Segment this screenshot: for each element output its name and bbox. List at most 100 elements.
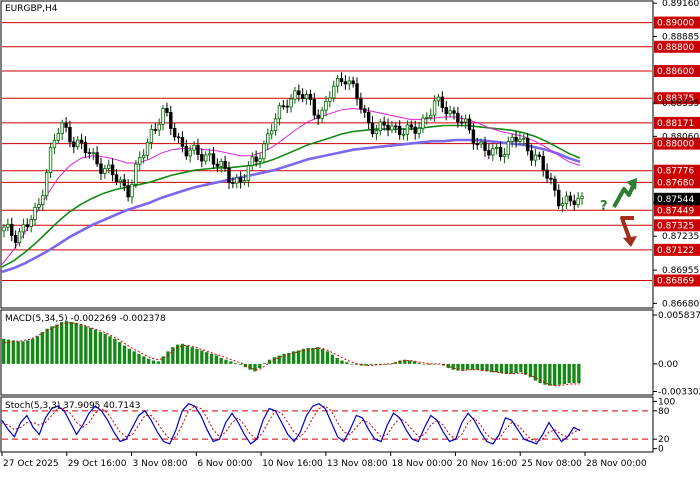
macd-bar: [234, 363, 238, 364]
candle-body: [304, 94, 309, 99]
macd-bar: [374, 363, 378, 365]
macd-bar: [427, 363, 431, 365]
candle-body: [522, 137, 526, 140]
macd-bar: [214, 355, 218, 364]
candle-body: [266, 133, 270, 145]
macd-bar: [311, 347, 315, 364]
candle-body: [498, 146, 503, 158]
candle-body: [460, 121, 464, 124]
candle-body: [440, 96, 445, 108]
candle-body: [180, 136, 185, 147]
macd-bar: [383, 363, 388, 365]
candle-body: [308, 94, 313, 100]
candle-body: [413, 126, 417, 134]
candle-body: [68, 126, 72, 143]
candle-body: [370, 122, 375, 135]
level-label: 0.88000: [657, 140, 694, 150]
candle-body: [204, 154, 208, 162]
candle-body: [502, 154, 507, 158]
macd-bar: [229, 361, 233, 364]
candle-body: [17, 231, 22, 243]
candle-body: [258, 158, 262, 162]
macd-bar: [224, 359, 228, 364]
macd-bar: [185, 345, 189, 364]
candle-body: [169, 112, 173, 129]
macd-bar: [316, 347, 320, 364]
candle-body: [107, 164, 111, 169]
stoch-signal-line: [1, 405, 581, 443]
macd-bar: [219, 358, 223, 364]
candle-body: [285, 105, 289, 108]
macd-bar: [147, 358, 151, 364]
macd-bar: [263, 363, 267, 364]
macd-bar: [524, 363, 528, 375]
candle-body: [103, 168, 107, 174]
macd-bar: [248, 363, 252, 370]
candle-body: [514, 136, 518, 142]
macd-bar: [292, 351, 296, 364]
level-label-box: [654, 116, 700, 129]
level-label: 0.87325: [657, 221, 694, 231]
candle-body: [273, 118, 278, 132]
candle-body: [277, 105, 282, 120]
candle-body: [494, 146, 499, 149]
candle-body: [300, 94, 305, 99]
candle-body: [176, 136, 181, 139]
macd-bar: [31, 338, 35, 364]
candle-body: [25, 224, 29, 227]
candle-body: [126, 185, 130, 198]
macd-bar: [350, 363, 354, 365]
macd-bar: [277, 355, 281, 364]
candle-body: [141, 155, 146, 159]
candle-body: [227, 167, 231, 183]
price-chart-title: EURGBP,H4: [5, 4, 58, 14]
candle-body: [110, 164, 115, 176]
candle-body: [332, 85, 336, 99]
candle-body: [293, 90, 297, 100]
macd-bar: [137, 353, 141, 364]
macd-bar: [142, 356, 146, 364]
candle-body: [479, 141, 483, 145]
level-label: 0.87449: [657, 206, 694, 216]
arrow-up-head-icon: [626, 178, 637, 190]
macd-bar: [480, 363, 484, 371]
candle-body: [56, 133, 61, 141]
macd-bar: [408, 360, 412, 364]
level-label: 0.87776: [657, 167, 694, 177]
candle-body: [405, 124, 410, 135]
level-label-box: [654, 243, 700, 256]
candle-body: [10, 223, 14, 236]
candle-body: [533, 154, 538, 161]
candle-body: [262, 143, 266, 160]
candle-body: [196, 144, 200, 155]
macd-bar: [50, 326, 54, 364]
candle-body: [33, 207, 37, 220]
level-label-box: [654, 40, 700, 53]
candle-body: [463, 118, 468, 123]
candle-body: [576, 197, 580, 205]
candle-body: [316, 114, 320, 119]
candle-body: [456, 112, 460, 123]
macd-bar: [55, 324, 59, 364]
macd-bar: [287, 353, 291, 364]
candle-body: [242, 180, 247, 183]
macd-bar: [74, 322, 78, 364]
macd-bar: [548, 363, 552, 386]
macd-bar: [16, 341, 20, 364]
stoch-title: Stoch(5,3,3) 37.9095 40.7143: [5, 401, 140, 411]
ma_slow-line: [1, 138, 581, 274]
candle-body: [545, 169, 549, 179]
macd-bar: [171, 347, 175, 364]
macd-bar: [98, 332, 102, 364]
candle-body: [475, 143, 479, 146]
macd-bar: [417, 363, 421, 364]
macd-bar: [132, 351, 136, 364]
candle-body: [401, 133, 406, 136]
candle-body: [21, 224, 26, 233]
candle-body: [149, 129, 154, 143]
macd-bar: [64, 321, 69, 364]
macd-bar: [369, 363, 373, 365]
macd-bar: [485, 363, 489, 372]
macd-bar: [567, 363, 571, 384]
candle-body: [467, 118, 472, 131]
